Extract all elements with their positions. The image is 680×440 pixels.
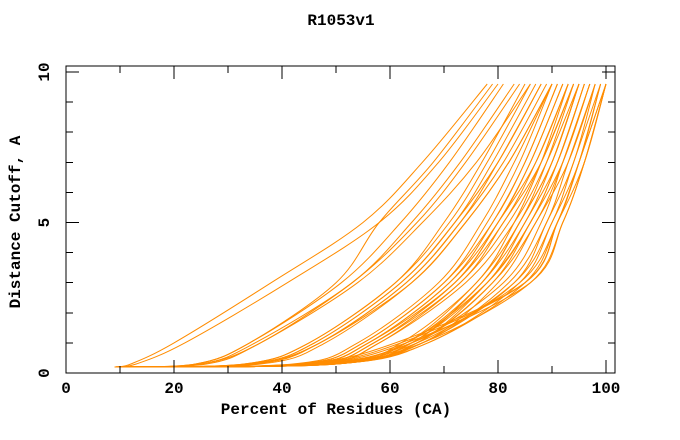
model-curve bbox=[114, 83, 602, 368]
x-tick-label: 80 bbox=[488, 380, 507, 398]
x-tick-label: 100 bbox=[592, 380, 621, 398]
model-curve bbox=[114, 83, 542, 368]
model-curve bbox=[114, 83, 531, 368]
x-tick-label: 60 bbox=[380, 380, 399, 398]
model-curve bbox=[114, 83, 607, 368]
y-tick-label: 0 bbox=[36, 368, 54, 378]
model-curve bbox=[114, 83, 607, 368]
model-curve bbox=[114, 83, 488, 368]
model-curve bbox=[114, 83, 537, 368]
model-curve bbox=[114, 83, 607, 368]
model-curve bbox=[114, 83, 580, 368]
model-curve bbox=[114, 83, 553, 368]
model-curve bbox=[114, 83, 602, 368]
x-tick-label: 40 bbox=[272, 380, 291, 398]
model-curve bbox=[114, 83, 504, 368]
model-curve bbox=[114, 83, 602, 368]
x-tick-label: 20 bbox=[164, 380, 183, 398]
model-curve bbox=[114, 83, 553, 368]
y-axis-label: Distance Cutoff, A bbox=[7, 135, 25, 309]
model-curve bbox=[114, 83, 553, 368]
model-curve bbox=[114, 83, 521, 368]
model-curve bbox=[114, 83, 580, 368]
model-curve bbox=[114, 83, 531, 368]
x-tick-label: 0 bbox=[61, 380, 71, 398]
y-tick-label: 5 bbox=[36, 218, 54, 228]
plot-frame bbox=[65, 65, 616, 374]
model-curve bbox=[114, 83, 607, 368]
model-curve bbox=[114, 83, 569, 368]
model-curve bbox=[114, 83, 569, 368]
model-curve bbox=[114, 83, 607, 368]
model-curve bbox=[114, 83, 580, 368]
chart-title: R1053v1 bbox=[307, 12, 375, 30]
model-curve bbox=[114, 83, 580, 368]
model-curve bbox=[114, 83, 553, 368]
model-curve bbox=[114, 83, 569, 368]
y-tick-label: 10 bbox=[36, 62, 54, 81]
model-curve bbox=[114, 83, 548, 368]
model-curve bbox=[114, 83, 542, 368]
x-axis-label: Percent of Residues (CA) bbox=[220, 401, 452, 419]
model-curve bbox=[114, 83, 499, 368]
